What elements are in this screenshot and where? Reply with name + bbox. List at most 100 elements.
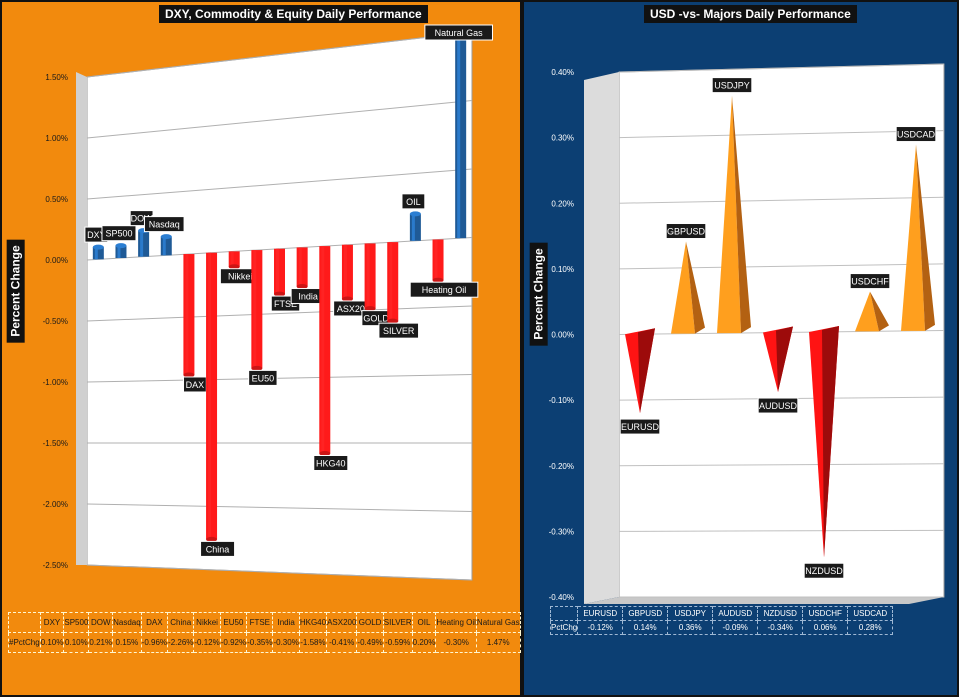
left-y-tick-label: -1.50% xyxy=(43,439,68,448)
right-gridline xyxy=(618,130,945,139)
right-chart-plot: 0.40% 0.30% 0.20% 0.10% 0.00% -0.10% -0.20% -0.… xyxy=(549,63,945,604)
left-y-tick-label: 1.00% xyxy=(45,134,68,143)
left-data-label: China xyxy=(200,540,236,557)
left-gridline xyxy=(86,31,473,78)
svg-text:DOW: DOW xyxy=(131,214,154,224)
svg-text:Heating Oil: Heating Oil xyxy=(422,285,467,295)
svg-text:NZDUSD: NZDUSD xyxy=(805,566,843,576)
left-bar-asx200 xyxy=(341,244,353,302)
svg-text:DXY: DXY xyxy=(87,230,106,240)
left-data-label: SILVER xyxy=(378,322,420,339)
left-bar-natural-gas xyxy=(455,34,467,239)
left-table-values-row: #PctChg 0.10% 0.10% 0.21% 0.15% -0.96% -2.26%… xyxy=(8,632,521,653)
left-table-value: 0.21% xyxy=(88,632,114,653)
left-chart-panel: DXY, Commodity & Equity Daily Performanc… xyxy=(0,0,522,697)
left-bar-dow xyxy=(138,228,150,257)
left-table-value: -0.92% xyxy=(219,632,248,653)
left-bar-dax xyxy=(183,254,195,378)
left-gridline xyxy=(86,305,473,322)
right-bar-usdjpy xyxy=(717,95,751,334)
right-table-value: 0.14% xyxy=(622,620,669,635)
left-table-value: -0.96% xyxy=(140,632,169,653)
left-table-category: India xyxy=(272,612,300,633)
svg-text:AUDUSD: AUDUSD xyxy=(759,401,798,411)
right-data-table: EURUSD GBPUSD USDJPY AUDUSD NZDUSD USDCHF USDC… xyxy=(549,606,894,635)
left-bar-sp500 xyxy=(115,243,127,259)
svg-text:SP500: SP500 xyxy=(105,229,132,239)
right-data-label: USDJPY xyxy=(711,77,753,94)
right-data-label: NZDUSD xyxy=(803,562,845,579)
left-table-category: Heating Oil xyxy=(435,612,477,633)
left-table-category: Nasdaq xyxy=(112,612,142,633)
right-table-value: 0.36% xyxy=(667,620,714,635)
right-data-label: USDCAD xyxy=(895,126,937,143)
left-gridline xyxy=(86,564,473,581)
right-bar-usdchf xyxy=(855,291,889,332)
left-data-label: OIL xyxy=(401,193,426,210)
left-table-header-row: DXY SP500 DOW Nasdaq DAX China Nikkei EU50 FTSE I… xyxy=(8,612,521,633)
left-data-label: HKG40 xyxy=(313,455,349,472)
right-data-label: EURUSD xyxy=(619,418,661,435)
right-table-category: NZDUSD xyxy=(757,606,804,621)
left-y-tick-label: -0.50% xyxy=(43,317,68,326)
right-table-category: AUDUSD xyxy=(712,606,759,621)
right-y-tick-label: -0.30% xyxy=(549,527,574,536)
right-y-tick-label: 0.40% xyxy=(551,68,574,77)
right-table-category: EURUSD xyxy=(577,606,624,621)
left-gridline xyxy=(86,168,473,200)
left-data-label: Natural Gas xyxy=(424,24,493,41)
svg-text:SILVER: SILVER xyxy=(383,326,415,336)
left-data-table: DXY SP500 DOW Nasdaq DAX China Nikkei EU50 FTSE I… xyxy=(8,612,521,653)
right-table-values-row: PctChg -0.12% 0.14% 0.36% -0.09% -0.34% 0.06%… xyxy=(549,620,894,635)
right-table-category: USDCAD xyxy=(847,606,894,621)
left-bar-heating-oil xyxy=(432,239,444,283)
left-bar-china xyxy=(206,252,218,542)
right-y-tick-label: 0.30% xyxy=(551,134,574,143)
left-y-tick-label: -1.00% xyxy=(43,378,68,387)
svg-text:EU50: EU50 xyxy=(252,373,275,383)
left-data-label: Heating Oil xyxy=(409,281,479,298)
right-bar-gbpusd xyxy=(671,241,705,334)
left-table-category: FTSE xyxy=(246,612,274,633)
left-y-tick-label: -2.00% xyxy=(43,500,68,509)
left-table-value: -0.30% xyxy=(435,632,477,653)
left-table-value: -0.41% xyxy=(326,632,358,653)
left-table-value: -0.12% xyxy=(193,632,221,653)
left-table-value: -0.30% xyxy=(272,632,300,653)
left-gridline xyxy=(86,503,473,512)
left-table-category: SP500 xyxy=(63,612,90,633)
svg-text:DAX: DAX xyxy=(186,380,205,390)
left-table-category: DAX xyxy=(140,612,169,633)
right-gridline xyxy=(618,63,945,73)
left-bar-nasdaq xyxy=(160,234,172,256)
right-chart-title: USD -vs- Majors Daily Performance xyxy=(644,5,857,23)
left-table-category: EU50 xyxy=(219,612,248,633)
right-table-series-label: PctChg xyxy=(549,620,579,635)
left-table-value: 0.15% xyxy=(112,632,142,653)
right-y-tick-label: -0.40% xyxy=(549,593,574,602)
left-bar-dxy xyxy=(92,244,104,260)
left-table-category: GOLD xyxy=(356,612,384,633)
left-gridline xyxy=(86,100,473,139)
left-bar-india xyxy=(296,247,308,290)
left-table-category: China xyxy=(167,612,195,633)
left-bar-gold xyxy=(364,243,376,312)
svg-text:Natural Gas: Natural Gas xyxy=(435,28,484,38)
left-table-series-label: #PctChg xyxy=(8,632,41,653)
left-data-label: SP500 xyxy=(101,225,137,242)
right-chart-panel: USD -vs- Majors Daily Performance Percen… xyxy=(522,0,959,697)
right-bar-nzdusd xyxy=(809,325,839,558)
left-table-value: -0.49% xyxy=(356,632,384,653)
svg-text:Nasdaq: Nasdaq xyxy=(149,220,180,230)
left-gridline xyxy=(86,374,473,383)
right-gridline xyxy=(618,263,945,270)
svg-text:FTSE: FTSE xyxy=(274,299,297,309)
left-plot-side-wall xyxy=(76,72,87,565)
left-bar-oil xyxy=(409,211,421,241)
right-bar-audusd xyxy=(763,326,793,393)
left-table-value: -2.26% xyxy=(167,632,195,653)
right-table-category: USDCHF xyxy=(802,606,849,621)
left-table-category: SILVER xyxy=(382,612,413,633)
svg-text:USDJPY: USDJPY xyxy=(714,81,750,91)
right-table-value: 0.28% xyxy=(847,620,894,635)
